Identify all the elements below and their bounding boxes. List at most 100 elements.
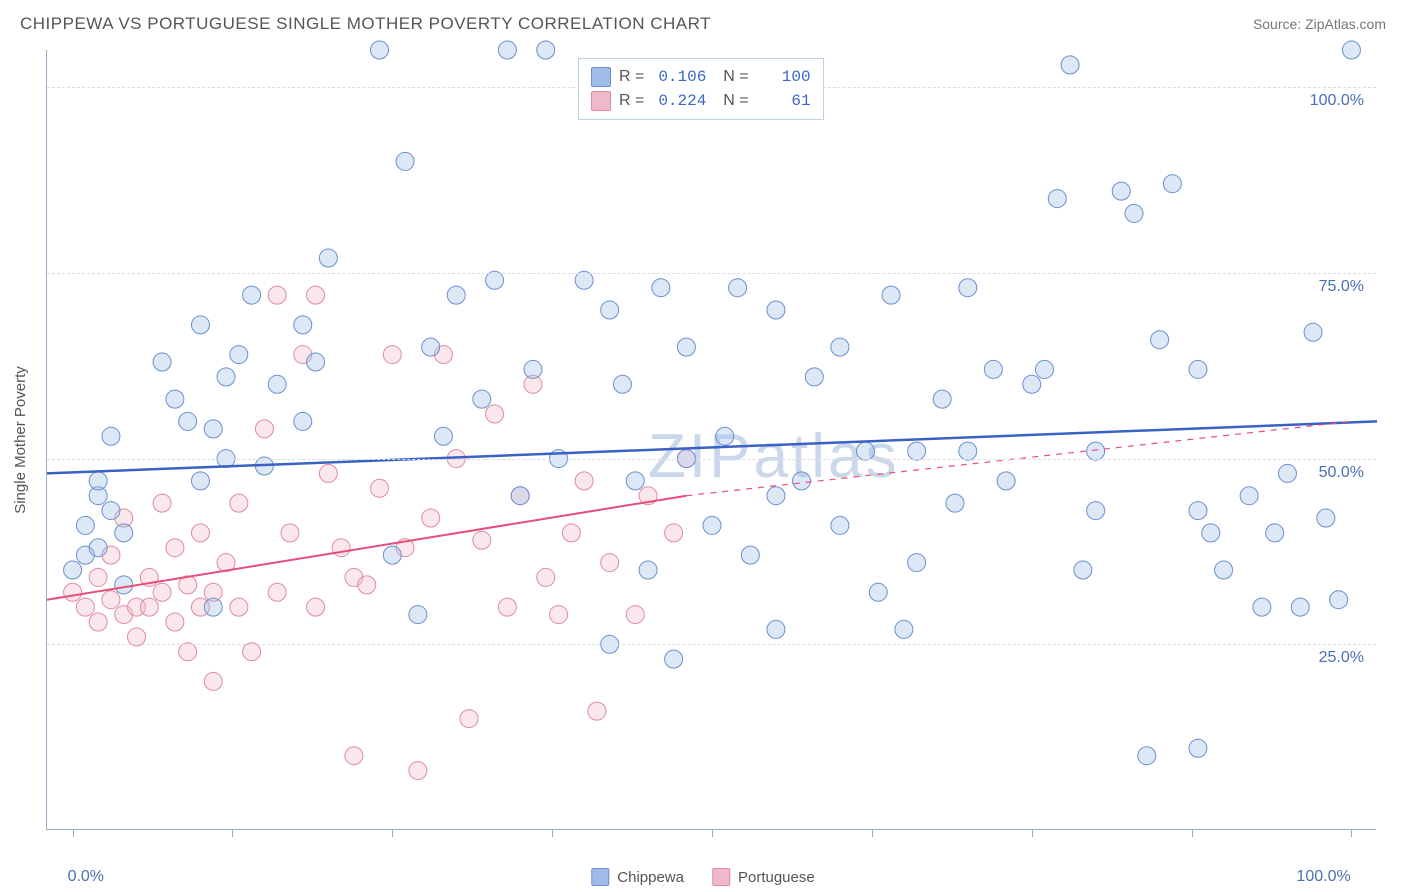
chippewa-point [1202, 524, 1220, 542]
chippewa-point [179, 412, 197, 430]
y-tick-label: 25.0% [1319, 649, 1364, 667]
portuguese-point [230, 598, 248, 616]
chippewa-point [793, 472, 811, 490]
chippewa-point [307, 353, 325, 371]
chippewa-point [268, 375, 286, 393]
chippewa-point [1189, 502, 1207, 520]
portuguese-point [498, 598, 516, 616]
chart-title: CHIPPEWA VS PORTUGUESE SINGLE MOTHER POV… [20, 14, 711, 34]
chippewa-point [933, 390, 951, 408]
chippewa-point [102, 502, 120, 520]
chippewa-point [959, 279, 977, 297]
portuguese-point [422, 509, 440, 527]
chippewa-point [204, 420, 222, 438]
chippewa-point [64, 561, 82, 579]
legend-label-portuguese: Portuguese [738, 869, 815, 886]
portuguese-point [665, 524, 683, 542]
chippewa-point [1036, 360, 1054, 378]
chippewa-point [1330, 591, 1348, 609]
portuguese-point [588, 702, 606, 720]
x-axis-max-label: 100.0% [1296, 868, 1350, 886]
portuguese-point [153, 494, 171, 512]
portuguese-point [268, 286, 286, 304]
x-tick [1032, 829, 1033, 837]
chippewa-point [767, 620, 785, 638]
portuguese-point [537, 568, 555, 586]
chippewa-point [908, 554, 926, 572]
plot-area: ZIPatlas 25.0%50.0%75.0%100.0% [46, 50, 1376, 830]
chippewa-point [677, 338, 695, 356]
chippewa-point [383, 546, 401, 564]
portuguese-point [166, 539, 184, 557]
legend-swatch-portuguese [712, 868, 730, 886]
chippewa-point [1048, 190, 1066, 208]
portuguese-point [358, 576, 376, 594]
chippewa-point [946, 494, 964, 512]
portuguese-point [626, 606, 644, 624]
chippewa-point [1317, 509, 1335, 527]
chippewa-point [716, 427, 734, 445]
chippewa-point [984, 360, 1002, 378]
portuguese-point [371, 479, 389, 497]
portuguese-point [345, 747, 363, 765]
chippewa-point [1023, 375, 1041, 393]
chippewa-point [1087, 442, 1105, 460]
chippewa-point [319, 249, 337, 267]
chippewa-point [1125, 204, 1143, 222]
chippewa-point [204, 598, 222, 616]
legend-item-portuguese: Portuguese [712, 868, 815, 886]
chippewa-point [1138, 747, 1156, 765]
portuguese-point [179, 643, 197, 661]
x-tick [392, 829, 393, 837]
chippewa-point [422, 338, 440, 356]
portuguese-point [550, 606, 568, 624]
portuguese-point [191, 524, 209, 542]
stats-r-value: 0.224 [652, 89, 706, 113]
chippewa-point [498, 41, 516, 59]
chippewa-point [908, 442, 926, 460]
chippewa-point [166, 390, 184, 408]
chippewa-point [1278, 464, 1296, 482]
portuguese-point [319, 464, 337, 482]
x-axis-min-label: 0.0% [68, 868, 104, 886]
chippewa-point [524, 360, 542, 378]
chart-header: CHIPPEWA VS PORTUGUESE SINGLE MOTHER POV… [20, 14, 1386, 34]
portuguese-point [153, 583, 171, 601]
portuguese-point [601, 554, 619, 572]
chippewa-point [511, 487, 529, 505]
gridline [47, 459, 1376, 460]
chippewa-point [217, 368, 235, 386]
x-tick [1351, 829, 1352, 837]
chippewa-point [409, 606, 427, 624]
chippewa-point [767, 301, 785, 319]
x-tick [872, 829, 873, 837]
chippewa-point [396, 152, 414, 170]
portuguese-point [307, 598, 325, 616]
chippewa-point [729, 279, 747, 297]
chippewa-point [613, 375, 631, 393]
chippewa-point [89, 472, 107, 490]
portuguese-point [473, 531, 491, 549]
portuguese-point [486, 405, 504, 423]
chippewa-point [665, 650, 683, 668]
stats-r-label: R = [619, 65, 644, 89]
stats-box: R =0.106 N =100R =0.224 N =61 [578, 58, 824, 120]
chippewa-point [1215, 561, 1233, 579]
chippewa-point [767, 487, 785, 505]
chippewa-point [294, 316, 312, 334]
chippewa-point [1266, 524, 1284, 542]
chippewa-point [1240, 487, 1258, 505]
stats-n-label: N = [714, 65, 748, 89]
chippewa-point [486, 271, 504, 289]
chippewa-point [537, 41, 555, 59]
x-tick [73, 829, 74, 837]
chippewa-point [191, 472, 209, 490]
portuguese-point [128, 628, 146, 646]
chippewa-point [652, 279, 670, 297]
chippewa-point [191, 316, 209, 334]
portuguese-point [383, 346, 401, 364]
chippewa-point [243, 286, 261, 304]
chippewa-point [89, 539, 107, 557]
chippewa-point [703, 516, 721, 534]
chippewa-point [741, 546, 759, 564]
